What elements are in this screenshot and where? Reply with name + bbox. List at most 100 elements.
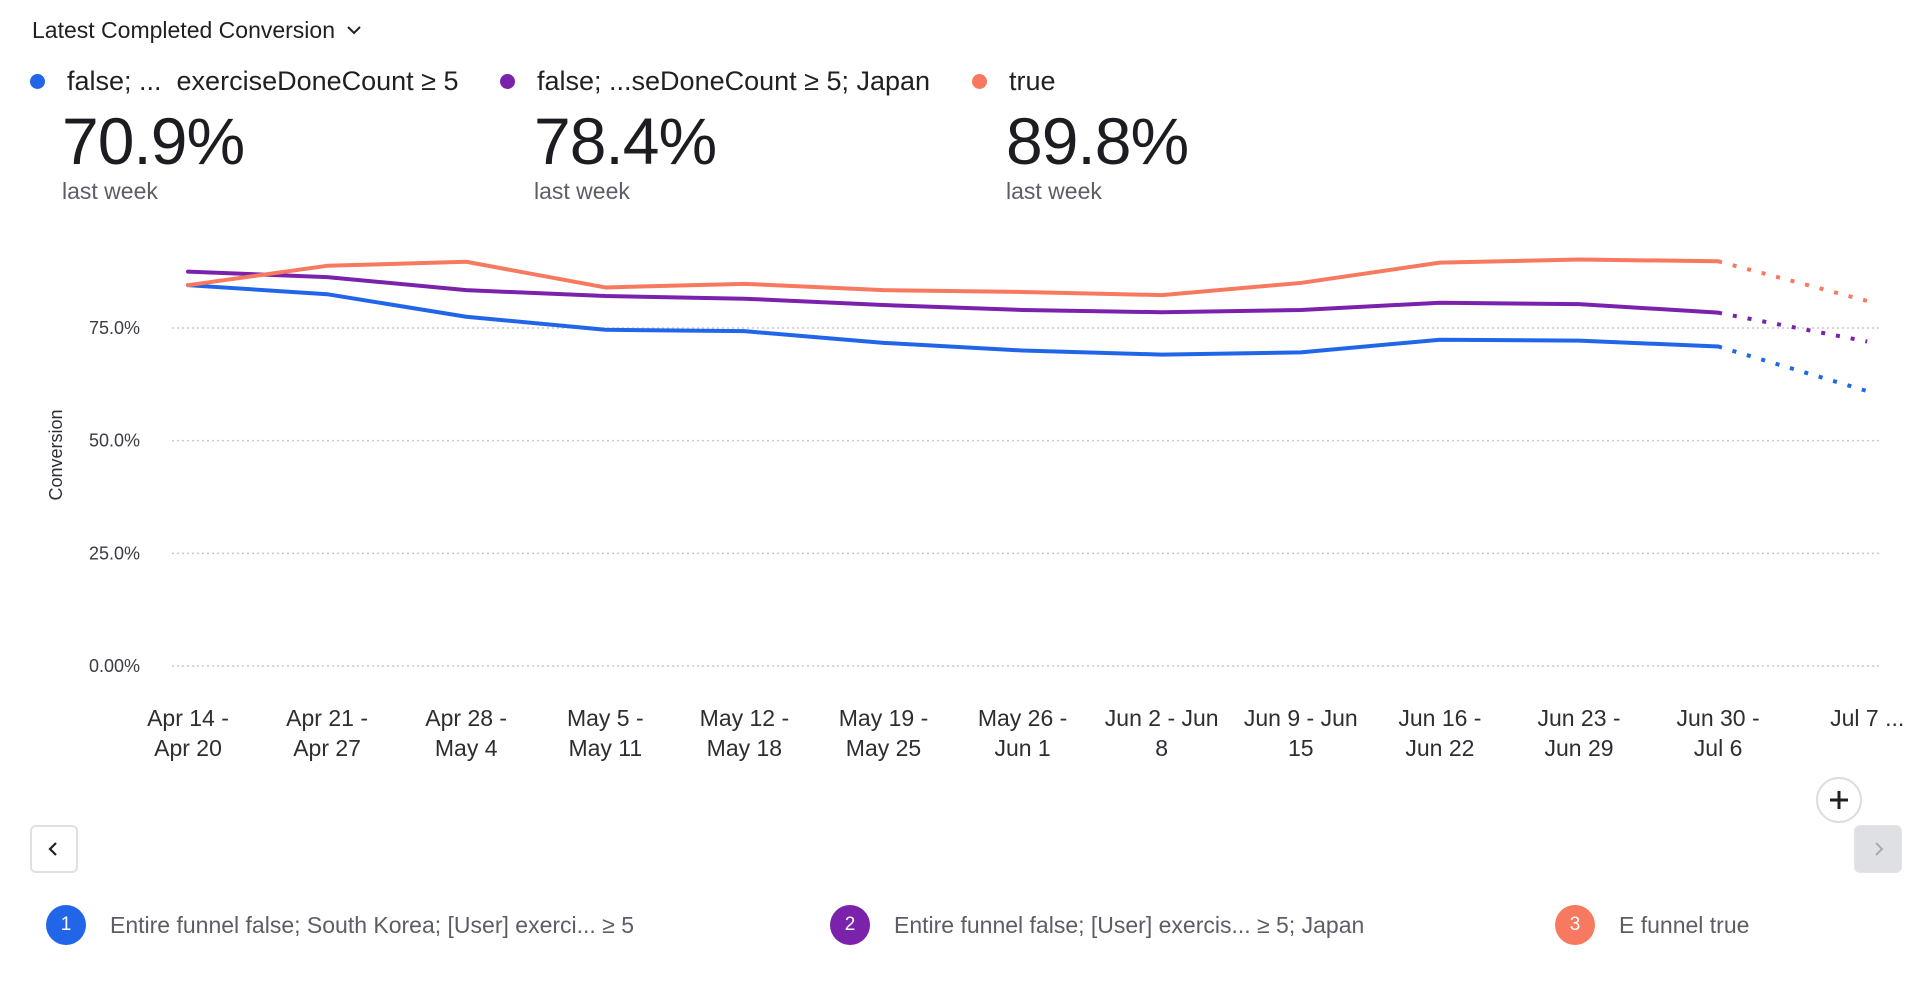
x-tick-label: May 11 [568,735,642,761]
stat-series-3: 89.8% last week [1006,104,1189,205]
x-tick-label: Jun 23 - [1537,705,1620,731]
data-point-series-3[interactable] [878,284,890,296]
stat-subtitle: last week [534,178,630,204]
data-point-series-2[interactable] [460,284,472,296]
data-point-series-2[interactable] [1295,304,1307,316]
footer-series-label: E funnel true [1619,911,1750,938]
x-tick-label: 8 [1155,735,1168,761]
data-point-series-3[interactable] [1295,277,1307,289]
data-point-series-3[interactable] [599,281,611,293]
series-line-2[interactable] [186,269,1721,315]
data-point-series-2[interactable] [321,271,333,283]
footer-series-1[interactable]: 1 Entire funnel false; South Korea; [Use… [46,905,634,945]
data-point-series-2[interactable] [1156,306,1168,318]
series-number-badge: 2 [830,905,870,945]
data-point-series-1[interactable] [1295,346,1307,358]
data-point-series-3[interactable] [1712,255,1724,267]
legend-label: true [1009,65,1056,96]
x-tick-label: Apr 14 - [147,705,229,731]
data-point-series-2[interactable] [878,299,890,311]
data-point-series-2[interactable] [1017,304,1029,316]
series-line-1[interactable] [186,283,1721,357]
x-tick-label: May 4 [435,735,498,761]
data-point-series-3[interactable] [182,279,194,291]
data-point-series-3[interactable] [321,260,333,272]
legend-item-series-3[interactable]: true [972,66,1056,97]
prev-page-button[interactable] [30,825,78,873]
data-point-series-2[interactable] [1434,297,1446,309]
chevron-left-icon [48,842,57,856]
legend-item-series-1[interactable]: false; ... exerciseDoneCount ≥ 5 [30,66,459,97]
y-tick-label: 25.0% [89,543,140,563]
series-incomplete-line-2[interactable] [1717,310,1868,344]
data-point-series-3[interactable] [1573,253,1585,265]
x-tick-label: 15 [1288,735,1314,761]
footer-series-label: Entire funnel false; South Korea; [User]… [110,911,634,938]
footer-series-label: Entire funnel false; [User] exercis... ≥… [894,911,1365,938]
add-zoom-button[interactable] [1816,777,1862,823]
stat-value: 70.9% [62,104,245,178]
x-tick-label: Apr 28 - [425,705,507,731]
x-tick-label: Apr 20 [154,735,222,761]
footer-series-3[interactable]: 3 E funnel true [1555,905,1749,945]
legend-dot-icon [500,73,515,89]
stat-value: 78.4% [534,104,717,178]
x-tick-label: Jun 30 - [1677,705,1760,731]
x-tick-label: May 25 [846,735,921,761]
legend-dot-icon [30,73,45,89]
footer-series-2[interactable]: 2 Entire funnel false; [User] exercis...… [830,905,1364,945]
data-point-series-2[interactable] [1712,307,1724,319]
y-tick-label: 50.0% [89,431,140,451]
data-point-series-3[interactable] [1861,295,1873,307]
next-page-button[interactable] [1854,825,1902,873]
legend-item-series-2[interactable]: false; ...seDoneCount ≥ 5; Japan [500,66,930,97]
stat-subtitle: last week [62,178,158,204]
line-chart[interactable]: Conversion 0.00% 25.0% 50.0% 75.0% Apr 14 -… [0,240,1924,770]
metric-selector[interactable]: Latest Completed Conversion [32,14,363,46]
x-tick-label: May 18 [707,735,782,761]
data-point-series-2[interactable] [182,266,194,278]
x-tick-label: Apr 27 [293,735,361,761]
data-point-series-1[interactable] [1434,334,1446,346]
data-point-series-3[interactable] [1017,286,1029,298]
x-tick-label: May 5 - [567,705,644,731]
data-point-series-2[interactable] [1861,336,1873,348]
x-tick-label: Jul 7 ... [1830,705,1904,731]
data-point-series-1[interactable] [1573,335,1585,347]
data-point-series-3[interactable] [460,256,472,268]
series-number-badge: 3 [1555,905,1595,945]
x-tick-label: Jul 6 [1694,735,1743,761]
series-footer: 1 Entire funnel false; South Korea; [Use… [0,905,1924,949]
data-point-series-1[interactable] [1712,340,1724,352]
stat-series-1: 70.9% last week [62,104,245,205]
data-point-series-3[interactable] [738,278,750,290]
x-tick-label: Apr 21 - [286,705,368,731]
data-point-series-1[interactable] [878,337,890,349]
series-incomplete-line-1[interactable] [1717,344,1868,394]
legend-label: false; ... exerciseDoneCount ≥ 5 [67,65,459,96]
x-tick-label: Jun 9 - Jun [1244,705,1358,731]
series-incomplete-line-3[interactable] [1717,259,1868,303]
data-point-series-3[interactable] [1156,289,1168,301]
data-point-series-1[interactable] [1861,385,1873,397]
x-tick-label: May 19 - [839,705,928,731]
data-point-series-2[interactable] [1573,298,1585,310]
series-line-3[interactable] [186,257,1721,298]
x-tick-label: Jun 1 [994,735,1050,761]
data-point-series-1[interactable] [321,288,333,300]
stat-value: 89.8% [1006,104,1189,178]
x-tick-label: Jun 2 - Jun [1105,705,1219,731]
plus-icon [1830,791,1848,809]
x-tick-label: Jun 22 [1405,735,1474,761]
data-point-series-3[interactable] [1434,257,1446,269]
legend-dot-icon [972,73,987,89]
data-point-series-1[interactable] [1156,349,1168,361]
data-point-series-2[interactable] [738,293,750,305]
chevron-down-icon [347,26,361,35]
stat-series-2: 78.4% last week [534,104,717,205]
data-point-series-1[interactable] [738,325,750,337]
data-point-series-1[interactable] [460,311,472,323]
x-tick-label: May 12 - [700,705,789,731]
data-point-series-1[interactable] [599,324,611,336]
data-point-series-1[interactable] [1017,345,1029,357]
